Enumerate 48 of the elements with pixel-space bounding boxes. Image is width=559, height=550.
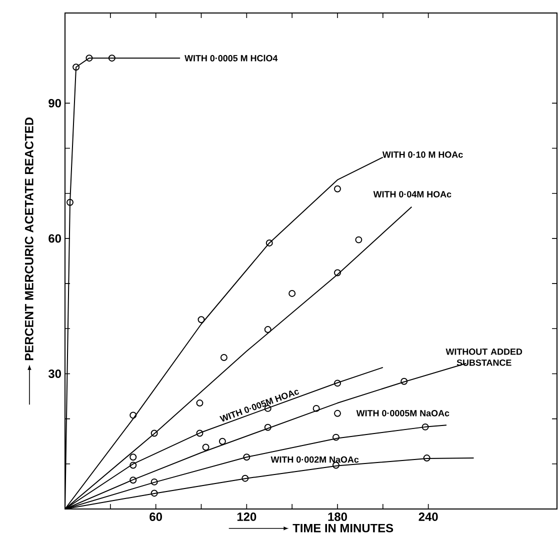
point [202, 444, 210, 451]
point [130, 454, 137, 461]
series-label: WITH 0·0005M NaOAc [356, 410, 450, 416]
point [266, 239, 273, 246]
series-label: WITH 0·002M NaOAc [270, 456, 359, 463]
point [243, 454, 250, 461]
point [422, 423, 429, 430]
point [86, 54, 93, 62]
y-tick-label: 90 [48, 98, 61, 108]
point [334, 185, 341, 192]
point [423, 454, 430, 462]
point [242, 474, 249, 482]
point [150, 478, 158, 486]
x-tick-label: 60 [150, 512, 162, 521]
series-label: WITHOUT ADDED SUBSTANCE [446, 348, 522, 366]
y-axis-title: PERCENT MERCURIC ACETATE REACTED [24, 117, 34, 360]
point [130, 412, 137, 419]
point [334, 410, 341, 417]
x-tick-label: 120 [237, 512, 256, 521]
series-label: WITH 0·0005 M HClO4 [184, 54, 278, 62]
point [334, 269, 341, 276]
point [218, 438, 226, 445]
point [66, 198, 74, 206]
x-tick-label: 180 [328, 512, 347, 521]
series-label: WITH 0·04M HOAc [373, 191, 452, 198]
point [150, 430, 158, 437]
point [400, 378, 408, 385]
point [264, 424, 272, 431]
point [332, 434, 340, 441]
point [288, 290, 296, 297]
point [220, 354, 228, 361]
point [130, 462, 137, 469]
point [108, 54, 116, 62]
y-tick-label: 60 [48, 234, 61, 243]
point [196, 430, 204, 437]
point [198, 316, 205, 324]
point [312, 404, 320, 412]
x-axis-title: TIME IN MINUTES [292, 524, 394, 532]
point [334, 380, 341, 387]
x-tick-label: 240 [418, 512, 438, 521]
point [355, 236, 362, 244]
series-label: WITH 0·10 M HOAc [382, 151, 463, 158]
point [264, 326, 272, 334]
point [72, 64, 80, 71]
y-tick-label: 30 [48, 369, 61, 378]
point [150, 490, 158, 497]
point [196, 400, 204, 407]
point [130, 476, 137, 484]
